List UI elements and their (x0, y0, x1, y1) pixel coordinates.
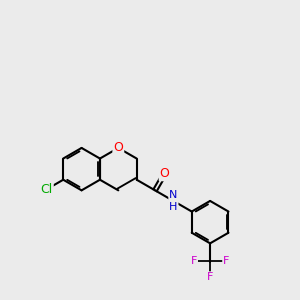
Text: Cl: Cl (40, 183, 53, 196)
Text: F: F (191, 256, 197, 266)
Text: F: F (207, 272, 213, 282)
Text: O: O (160, 167, 170, 180)
Text: O: O (113, 141, 123, 154)
Text: N
H: N H (169, 190, 178, 212)
Text: F: F (223, 256, 230, 266)
